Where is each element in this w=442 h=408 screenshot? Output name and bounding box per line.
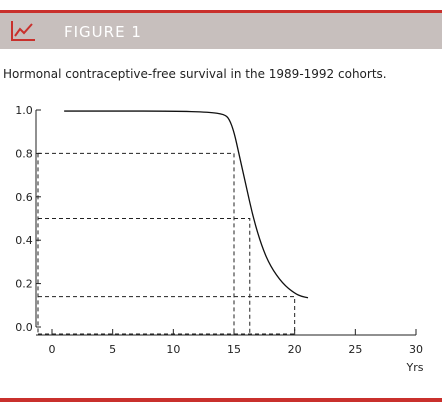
- y-tick-label: 0.0: [15, 321, 33, 334]
- reference-lines: [37, 152, 296, 335]
- x-tick-label: 30: [409, 343, 423, 356]
- chart-series: [64, 110, 309, 299]
- x-tick-label: 10: [166, 343, 180, 356]
- y-tick-label: 0.2: [15, 278, 33, 291]
- top-accent-line: [0, 10, 442, 13]
- y-tick-label: 1.0: [15, 104, 33, 117]
- chart-axes: 0.0 0.2 0.4 0.6 0.8 1.0 0 5 10 15 20 25 30: [15, 104, 423, 356]
- y-tick-label: 0.6: [15, 191, 33, 204]
- x-axis-label: Yrs: [406, 361, 424, 374]
- x-tick-label: 20: [288, 343, 302, 356]
- survival-chart: 0.0 0.2 0.4 0.6 0.8 1.0 0 5 10 15 20 25 30 Yrs: [15, 104, 424, 374]
- figure-header: FIGURE 1: [0, 13, 442, 49]
- reference-line: [38, 152, 235, 334]
- line-chart-icon: [11, 21, 35, 41]
- figure-caption: Hormonal contraceptive-free survival in …: [3, 67, 387, 81]
- x-tick-label: 5: [109, 343, 116, 356]
- bottom-accent-line: [0, 398, 442, 402]
- reference-line: [38, 296, 296, 334]
- survival-curve: [64, 110, 309, 299]
- reference-line: [38, 218, 251, 334]
- x-tick-label: 15: [227, 343, 241, 356]
- y-tick-label: 0.8: [15, 147, 33, 160]
- figure-label: FIGURE 1: [64, 23, 142, 41]
- x-tick-label: 25: [348, 343, 362, 356]
- y-tick-label: 0.4: [15, 234, 33, 247]
- x-tick-label: 0: [49, 343, 56, 356]
